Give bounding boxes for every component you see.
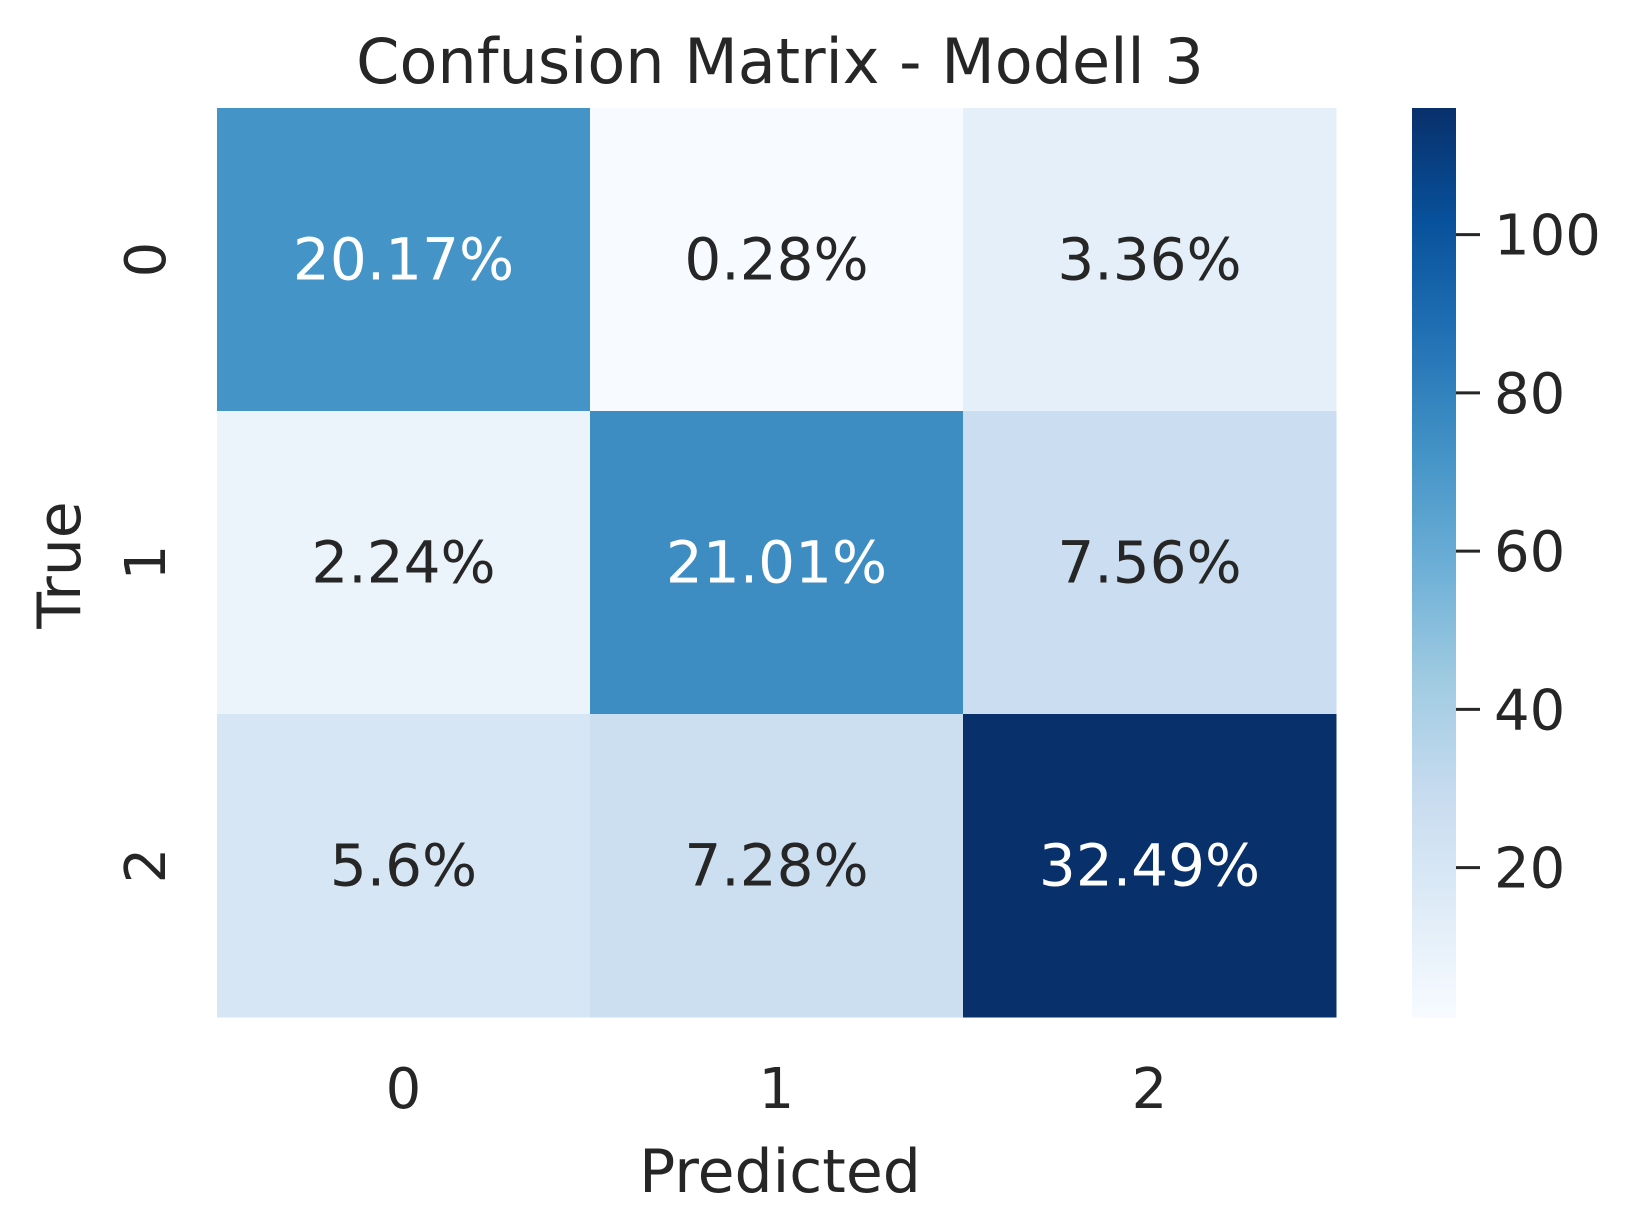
cell-value-label: 7.28% xyxy=(684,832,868,900)
y-tick-label: 0 xyxy=(114,242,179,278)
cell-value-label: 5.6% xyxy=(330,832,477,900)
y-tick-label: 1 xyxy=(114,545,179,581)
heatmap-cell xyxy=(217,108,591,412)
x-tick-label: 1 xyxy=(759,1057,795,1122)
heatmap-cells: 20.17% 0.28% 3.36% 2.24% 21.01% 7.56% 5.6% 7.28… xyxy=(217,108,1337,1018)
heatmap-cell xyxy=(963,714,1337,1018)
chart-title: Confusion Matrix - Modell 3 xyxy=(356,25,1204,98)
cell-value-label: 3.36% xyxy=(1057,226,1241,294)
cell-value-label: 20.17% xyxy=(293,226,514,294)
x-axis-label: Predicted xyxy=(639,1137,921,1207)
colorbar-tick-label: 100 xyxy=(1494,204,1601,269)
x-tick-label: 0 xyxy=(386,1057,422,1122)
heatmap-cell xyxy=(217,714,591,1018)
x-tick-label: 2 xyxy=(1132,1057,1168,1122)
y-tick-label: 2 xyxy=(114,848,179,884)
colorbar-tick-label: 60 xyxy=(1494,520,1565,585)
heatmap-cell xyxy=(963,411,1337,715)
y-axis-ticks: 0 1 2 xyxy=(114,242,179,884)
colorbar-tick-label: 80 xyxy=(1494,362,1565,427)
colorbar xyxy=(1412,108,1456,1018)
colorbar-ticks: 20 40 60 80 100 xyxy=(1456,204,1601,902)
colorbar-tick-label: 20 xyxy=(1494,837,1565,902)
cell-value-label: 7.56% xyxy=(1057,529,1241,597)
colorbar-tick-label: 40 xyxy=(1494,678,1565,743)
heatmap-cell xyxy=(590,108,964,412)
cell-value-label: 32.49% xyxy=(1039,832,1260,900)
x-axis-ticks: 0 1 2 xyxy=(386,1057,1168,1122)
y-axis-label: True xyxy=(25,501,95,629)
heatmap-cell xyxy=(590,714,964,1018)
cell-value-label: 0.28% xyxy=(684,226,868,294)
heatmap-cell xyxy=(963,108,1337,412)
cell-value-label: 2.24% xyxy=(311,529,495,597)
heatmap-cell xyxy=(217,411,591,715)
cell-value-label: 21.01% xyxy=(666,529,887,597)
heatmap-cell xyxy=(590,411,964,715)
